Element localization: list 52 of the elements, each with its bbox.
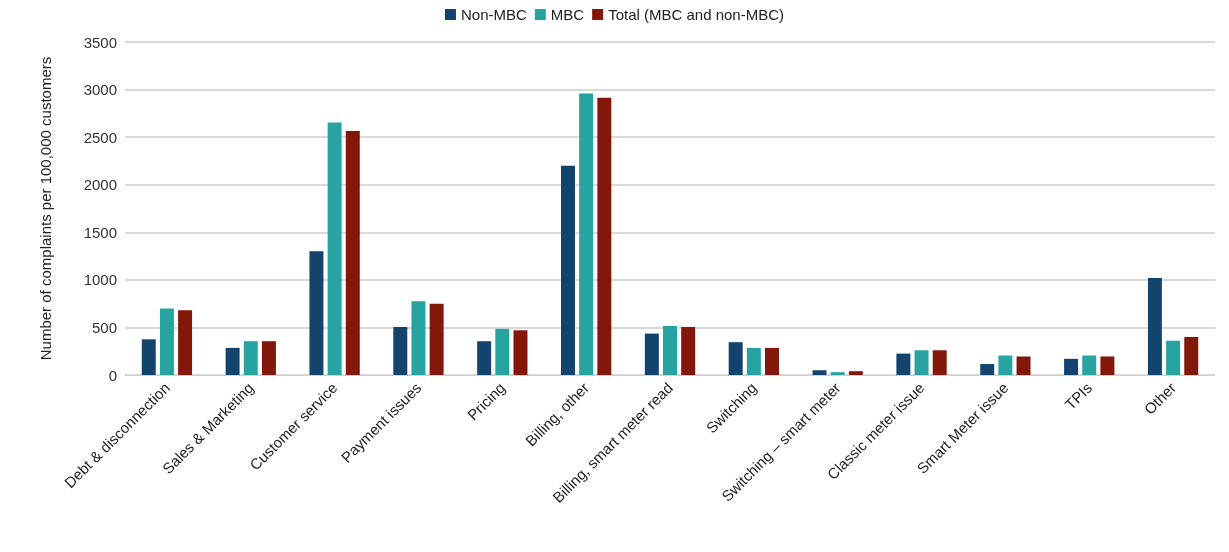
- y-tick-label: 1500: [83, 223, 117, 241]
- bar: [429, 303, 444, 375]
- bar: [932, 350, 947, 375]
- y-tick-label: 3000: [83, 81, 117, 99]
- legend-label: Non-MBC: [460, 6, 527, 23]
- bar: [681, 326, 696, 375]
- bar: [495, 328, 510, 375]
- bar: [914, 350, 929, 375]
- bar: [998, 355, 1013, 375]
- bar: [225, 347, 240, 375]
- bar: [1147, 277, 1162, 375]
- bar: [728, 342, 743, 375]
- bar: [561, 165, 575, 375]
- bar: [597, 97, 612, 375]
- bar: [830, 372, 845, 375]
- bar: [243, 341, 258, 375]
- y-tick-label: 1000: [83, 271, 117, 289]
- bar: [1166, 340, 1181, 375]
- x-tick-label: TPIs: [1061, 378, 1096, 413]
- bar: [644, 333, 659, 375]
- y-tick-label: 0: [108, 366, 117, 384]
- bar: [393, 326, 408, 375]
- bar: [309, 251, 324, 375]
- bar: [746, 347, 761, 375]
- bar: [261, 341, 276, 375]
- bar: [812, 370, 827, 375]
- bar: [178, 310, 193, 375]
- y-axis-title: Number of complaints per 100,000 customers: [37, 56, 54, 361]
- bar: [345, 130, 360, 375]
- bar: [980, 364, 995, 375]
- bar: [513, 330, 528, 375]
- bar: [765, 347, 779, 375]
- bar: [1082, 355, 1097, 375]
- bar: [159, 308, 174, 375]
- bar: [1064, 358, 1079, 375]
- y-tick-label: 3500: [83, 33, 117, 51]
- bar: [477, 341, 492, 375]
- bar: [848, 371, 863, 375]
- y-tick-label: 2000: [83, 176, 117, 194]
- bar: [663, 326, 677, 375]
- bar: [1184, 336, 1199, 375]
- bar: [1016, 356, 1031, 375]
- bar: [141, 339, 156, 375]
- legend-label: MBC: [550, 6, 585, 23]
- bar: [411, 301, 426, 375]
- y-tick-label: 2500: [83, 128, 117, 146]
- bar: [579, 93, 594, 375]
- y-tick-label: 500: [91, 318, 117, 336]
- legend-label: Total (MBC and non-MBC): [608, 6, 785, 23]
- bar: [327, 122, 342, 375]
- bar: [1100, 356, 1115, 375]
- bar: [896, 353, 911, 375]
